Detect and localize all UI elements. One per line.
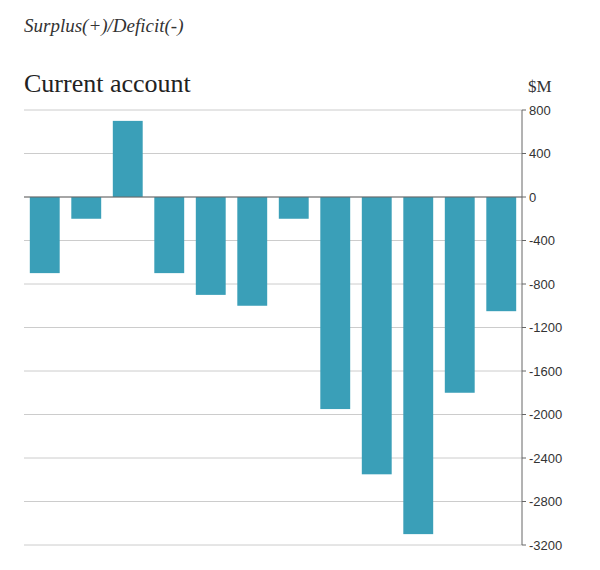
bars <box>30 121 516 534</box>
tick-mark <box>522 284 526 285</box>
tick-label: 400 <box>529 146 551 161</box>
tick-mark <box>522 110 526 111</box>
grid: 800 400 0 -400 -800 -1200 -1600 -2000 -2400 -2800… <box>24 103 562 553</box>
y-axis-label: $M <box>528 77 552 96</box>
grid-line <box>24 501 522 502</box>
tick-label: -800 <box>529 277 555 292</box>
tick-mark <box>522 414 526 415</box>
tick-mark <box>522 371 526 372</box>
zero-line <box>24 197 522 198</box>
tick-mark <box>522 327 526 328</box>
tick-label: 800 <box>529 103 551 118</box>
bar <box>113 121 143 197</box>
bar <box>486 197 516 311</box>
grid-line <box>24 414 522 415</box>
tick-label: -2400 <box>529 451 562 466</box>
grid-line <box>24 197 522 198</box>
bar <box>30 197 60 273</box>
title: Current account <box>24 69 192 98</box>
tick-mark <box>522 240 526 241</box>
y-axis-line <box>522 110 523 545</box>
tick-label: 0 <box>529 190 536 205</box>
chart-svg: Surplus(+)/Deficit(-) Current account $M 80… <box>0 0 600 570</box>
tick-mark <box>522 458 526 459</box>
bar <box>196 197 226 295</box>
tick-mark <box>522 197 526 198</box>
grid-line <box>24 458 522 459</box>
tick-mark <box>522 545 526 546</box>
tick-label: -1200 <box>529 320 562 335</box>
subtitle: Surplus(+)/Deficit(-) <box>24 15 184 37</box>
tick-mark <box>522 153 526 154</box>
bar <box>362 197 392 474</box>
tick-label: -3200 <box>529 538 562 553</box>
bar <box>403 197 433 534</box>
grid-line <box>24 153 522 154</box>
bar <box>154 197 184 273</box>
bar <box>71 197 101 219</box>
tick-label: -1600 <box>529 364 562 379</box>
chart-container: Surplus(+)/Deficit(-) Current account $M 80… <box>0 0 600 570</box>
tick-label: -2800 <box>529 494 562 509</box>
bar <box>445 197 475 393</box>
tick-mark <box>522 501 526 502</box>
grid-line <box>24 545 522 546</box>
tick-label: -400 <box>529 233 555 248</box>
tick-label: -2000 <box>529 407 562 422</box>
grid-line <box>24 110 522 111</box>
bar <box>237 197 267 306</box>
bar <box>279 197 309 219</box>
bar <box>320 197 350 409</box>
